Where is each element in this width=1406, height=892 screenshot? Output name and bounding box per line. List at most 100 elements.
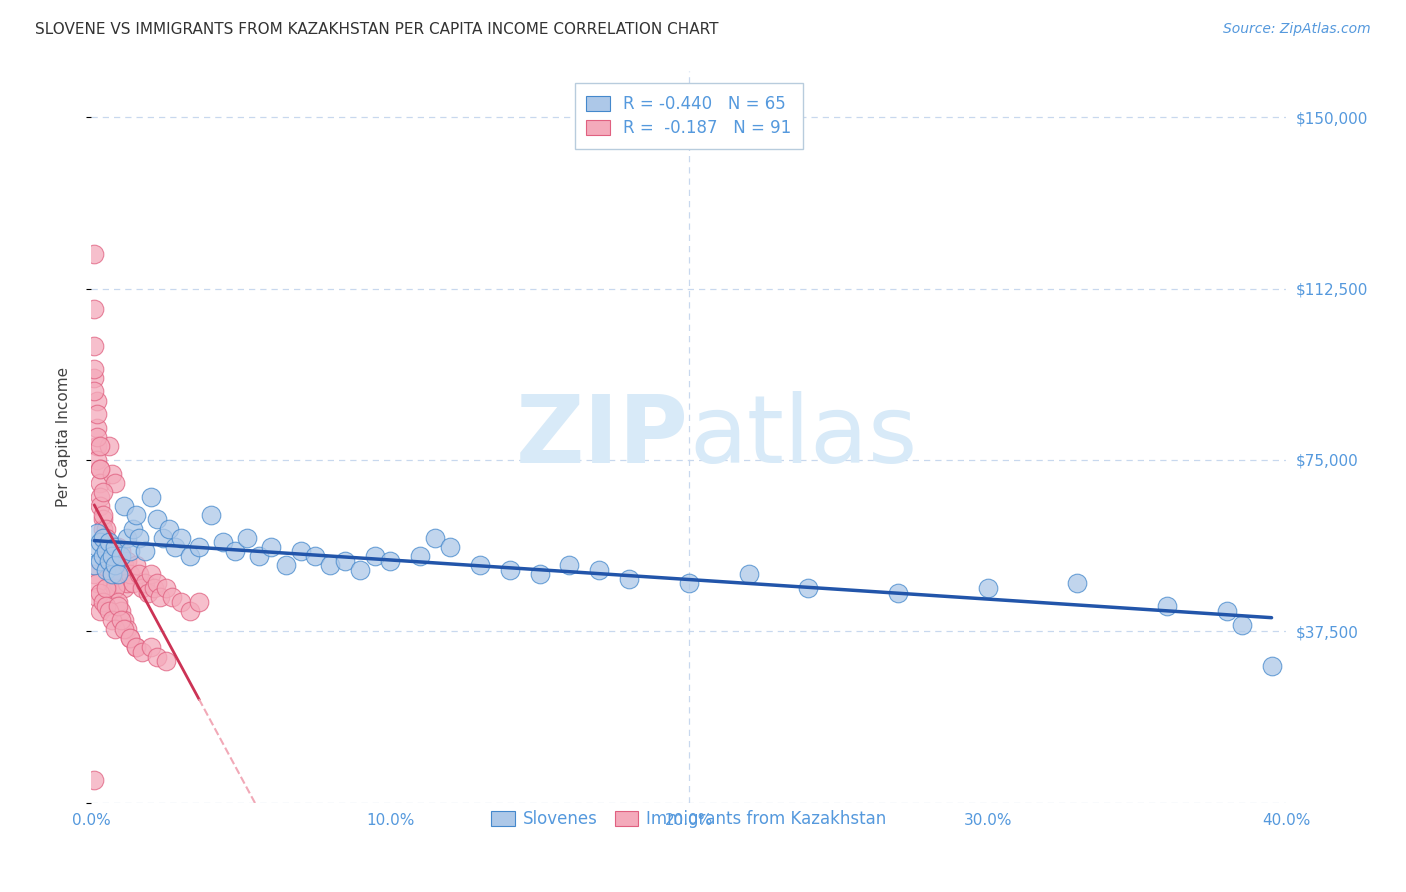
Point bbox=[110, 544, 132, 558]
Point bbox=[887, 585, 910, 599]
Point bbox=[157, 521, 180, 535]
Point bbox=[107, 576, 129, 591]
Point bbox=[89, 462, 111, 476]
Point bbox=[976, 581, 998, 595]
Point bbox=[110, 604, 132, 618]
Point bbox=[558, 558, 581, 573]
Point bbox=[89, 439, 111, 453]
Point bbox=[122, 521, 145, 535]
Point bbox=[146, 576, 169, 591]
Point bbox=[200, 508, 222, 522]
Point bbox=[188, 540, 211, 554]
Point bbox=[96, 563, 118, 577]
Point bbox=[115, 622, 138, 636]
Point bbox=[96, 581, 118, 595]
Point bbox=[96, 558, 118, 573]
Point bbox=[141, 640, 163, 655]
Point bbox=[107, 599, 129, 614]
Point bbox=[86, 393, 108, 408]
Point bbox=[93, 508, 115, 522]
Point bbox=[89, 604, 111, 618]
Point bbox=[188, 594, 211, 608]
Point bbox=[737, 567, 759, 582]
Point bbox=[93, 549, 115, 563]
Point bbox=[797, 581, 820, 595]
Point bbox=[86, 540, 108, 554]
Point bbox=[125, 558, 148, 573]
Point bbox=[86, 590, 108, 604]
Point bbox=[96, 535, 118, 549]
Point bbox=[98, 604, 121, 618]
Point bbox=[107, 567, 129, 582]
Point bbox=[110, 567, 132, 582]
Point bbox=[112, 581, 135, 595]
Text: SLOVENE VS IMMIGRANTS FROM KAZAKHSTAN PER CAPITA INCOME CORRELATION CHART: SLOVENE VS IMMIGRANTS FROM KAZAKHSTAN PE… bbox=[35, 22, 718, 37]
Point bbox=[96, 531, 118, 545]
Point bbox=[179, 549, 201, 563]
Point bbox=[380, 553, 402, 567]
Point bbox=[98, 549, 121, 563]
Point bbox=[163, 540, 186, 554]
Point bbox=[120, 567, 142, 582]
Point bbox=[104, 558, 127, 573]
Point bbox=[96, 521, 118, 535]
Point bbox=[423, 531, 446, 545]
Point bbox=[1066, 576, 1088, 591]
Point bbox=[439, 540, 461, 554]
Point bbox=[131, 581, 153, 595]
Point bbox=[290, 544, 312, 558]
Point bbox=[125, 640, 148, 655]
Point bbox=[146, 649, 169, 664]
Point bbox=[155, 581, 177, 595]
Point bbox=[107, 540, 129, 554]
Point bbox=[86, 421, 108, 435]
Point bbox=[83, 338, 105, 352]
Point bbox=[93, 531, 115, 545]
Point bbox=[96, 599, 118, 614]
Point bbox=[335, 553, 357, 567]
Point bbox=[104, 581, 127, 595]
Point bbox=[89, 585, 111, 599]
Point bbox=[131, 645, 153, 659]
Point bbox=[112, 613, 135, 627]
Point bbox=[86, 453, 108, 467]
Point bbox=[104, 540, 127, 554]
Point bbox=[104, 558, 127, 573]
Point bbox=[112, 622, 135, 636]
Point bbox=[211, 535, 233, 549]
Point bbox=[98, 567, 121, 582]
Point bbox=[86, 439, 108, 453]
Point bbox=[364, 549, 387, 563]
Point bbox=[304, 549, 326, 563]
Point bbox=[83, 558, 105, 573]
Point bbox=[101, 576, 124, 591]
Point bbox=[83, 384, 105, 399]
Point bbox=[89, 462, 111, 476]
Point bbox=[112, 499, 135, 513]
Point bbox=[101, 467, 124, 481]
Point bbox=[93, 521, 115, 535]
Point bbox=[409, 549, 432, 563]
Point bbox=[89, 499, 111, 513]
Point bbox=[319, 558, 342, 573]
Point bbox=[86, 526, 108, 541]
Point bbox=[141, 567, 163, 582]
Y-axis label: Per Capita Income: Per Capita Income bbox=[56, 367, 70, 508]
Point bbox=[98, 553, 121, 567]
Point bbox=[1260, 658, 1282, 673]
Point bbox=[170, 531, 193, 545]
Point bbox=[149, 590, 172, 604]
Point bbox=[349, 563, 371, 577]
Legend: Slovenes, Immigrants from Kazakhstan: Slovenes, Immigrants from Kazakhstan bbox=[485, 804, 893, 835]
Point bbox=[93, 531, 115, 545]
Point bbox=[93, 594, 115, 608]
Point bbox=[104, 475, 127, 490]
Point bbox=[128, 567, 150, 582]
Point bbox=[89, 475, 111, 490]
Point bbox=[83, 247, 105, 261]
Point bbox=[235, 531, 259, 545]
Point bbox=[93, 484, 115, 499]
Point bbox=[170, 594, 193, 608]
Point bbox=[101, 613, 124, 627]
Point bbox=[247, 549, 270, 563]
